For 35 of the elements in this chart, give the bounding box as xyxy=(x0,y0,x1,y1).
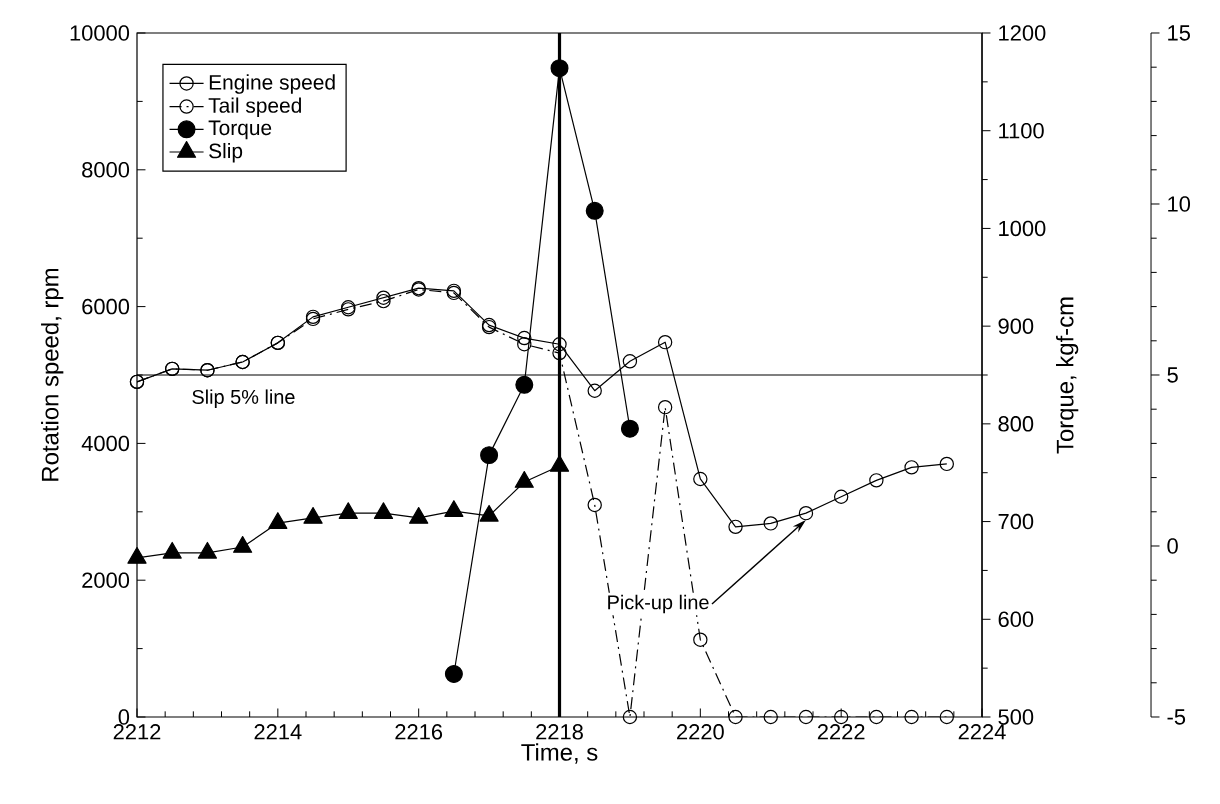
y2-tick-label: 1200 xyxy=(999,25,1046,41)
y-tick-label: 4000 xyxy=(81,435,130,452)
x-axis-title: Time, s xyxy=(521,743,598,764)
annotation: Pick-up line xyxy=(608,594,709,614)
y3-tick-label: 0 xyxy=(1167,538,1178,554)
x-tick-label: 2214 xyxy=(254,724,302,740)
y-tick-label: 6000 xyxy=(82,298,130,315)
legend-label: Engine speed xyxy=(209,74,335,94)
y-axis-title: Rotation speed, rpm xyxy=(41,268,64,481)
y2-tick-label: 1100 xyxy=(999,122,1044,139)
y-tick-label: 10000 xyxy=(70,25,130,41)
y3-tick-label: 5 xyxy=(1167,367,1178,383)
ref-line-label: Slip 5% line xyxy=(192,389,295,408)
y-tick-label: 0 xyxy=(118,709,130,725)
legend-label: Slip xyxy=(209,142,243,163)
y2-tick-label: 1000 xyxy=(999,220,1046,237)
x-tick-label: 2222 xyxy=(817,724,865,740)
x-tick-label: 2212 xyxy=(113,724,161,740)
x-tick-label: 2220 xyxy=(677,724,724,740)
x-tick-label: 2218 xyxy=(536,724,583,740)
y2-tick-label: 700 xyxy=(998,513,1034,530)
y2-axis-title: Torque, kgf-cm xyxy=(1056,297,1079,454)
y3-tick-label: -5 xyxy=(1167,709,1186,725)
y2-tick-label: 600 xyxy=(998,611,1034,628)
y3-tick-label: 10 xyxy=(1168,196,1191,212)
x-tick-label: 2224 xyxy=(958,724,1006,740)
y-tick-label: 2000 xyxy=(82,572,130,588)
legend-label: Tail speed xyxy=(208,97,301,117)
y3-tick-label: 15 xyxy=(1168,25,1190,41)
y2-tick-label: 500 xyxy=(998,709,1034,725)
x-tick-label: 2216 xyxy=(395,724,443,740)
y2-tick-label: 900 xyxy=(998,318,1034,334)
legend-label: Torque xyxy=(208,120,272,140)
y-tick-label: 8000 xyxy=(82,162,130,178)
y2-tick-label: 800 xyxy=(998,416,1034,432)
